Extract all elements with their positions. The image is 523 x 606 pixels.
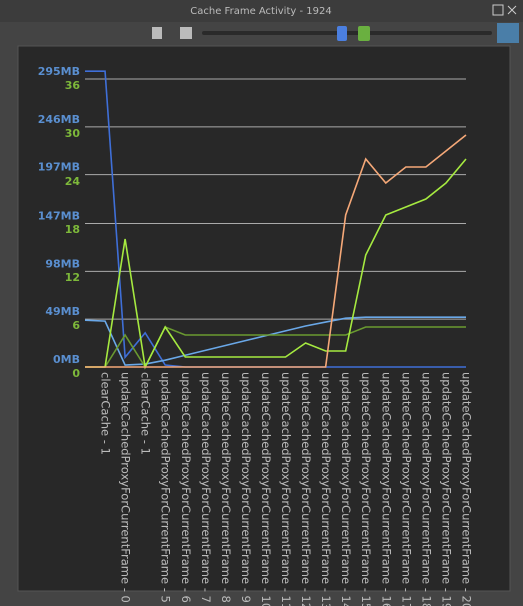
series-line bbox=[84, 316, 466, 366]
close-button[interactable] bbox=[507, 5, 517, 15]
x-tick-label: clearCache - 1 bbox=[139, 372, 153, 455]
slider-handle[interactable] bbox=[358, 26, 370, 41]
x-tick-label: updateCachedProxyForCurrentFrame - 13 bbox=[319, 372, 333, 606]
y2-tick-label: 0 bbox=[72, 367, 80, 380]
save-icon[interactable] bbox=[180, 27, 192, 39]
x-tick-label: updateCachedProxyForCurrentFrame - 11 bbox=[279, 372, 293, 606]
x-tick-label: updateCachedProxyForCurrentFrame - 16 bbox=[379, 372, 393, 606]
y-tick-label: 246MB bbox=[38, 113, 80, 126]
window-title: Cache Frame Activity - 1924 bbox=[190, 6, 331, 17]
x-tick-label: updateCachedProxyForCurrentFrame - 14 bbox=[339, 372, 353, 606]
y2-tick-label: 18 bbox=[65, 223, 80, 236]
y2-tick-label: 12 bbox=[65, 271, 80, 284]
x-tick-label: updateCachedProxyForCurrentFrame - 15 bbox=[359, 372, 373, 606]
series-line bbox=[85, 158, 467, 370]
x-tick-label: updateCachedProxyForCurrentFrame - 12 bbox=[299, 372, 313, 606]
y2-tick-label: 6 bbox=[72, 319, 80, 332]
x-tick-label: clearCache - 1 bbox=[99, 372, 113, 455]
series-line bbox=[85, 134, 467, 368]
y-tick-label: 98MB bbox=[45, 257, 80, 270]
x-tick-label: updateCachedProxyForCurrentFrame - 20 bbox=[460, 372, 474, 606]
y-tick-label: 295MB bbox=[38, 65, 80, 78]
x-tick-label: updateCachedProxyForCurrentFrame - 19 bbox=[439, 372, 453, 606]
y-tick-label: 197MB bbox=[38, 161, 80, 174]
x-tick-label: updateCachedProxyForCurrentFrame - 8 bbox=[219, 372, 233, 603]
slider-handle[interactable] bbox=[337, 26, 347, 41]
title-bar bbox=[0, 0, 523, 22]
x-tick-label: updateCachedProxyForCurrentFrame - 17 bbox=[399, 372, 413, 606]
x-tick-label: updateCachedProxyForCurrentFrame - 18 bbox=[419, 372, 433, 606]
y2-tick-label: 30 bbox=[65, 127, 81, 140]
delete-icon[interactable] bbox=[152, 27, 162, 39]
y2-tick-label: 36 bbox=[65, 79, 81, 92]
chart-area bbox=[17, 45, 511, 592]
restore-button[interactable] bbox=[492, 4, 504, 16]
frame-button[interactable] bbox=[497, 23, 519, 43]
y2-tick-label: 24 bbox=[65, 175, 81, 188]
y-tick-label: 49MB bbox=[45, 305, 80, 318]
x-tick-label: updateCachedProxyForCurrentFrame - 10 bbox=[259, 372, 273, 606]
x-tick-label: updateCachedProxyForCurrentFrame - 0 bbox=[119, 372, 133, 603]
y-tick-label: 147MB bbox=[38, 209, 80, 222]
x-tick-label: updateCachedProxyForCurrentFrame - 6 bbox=[179, 372, 193, 603]
y-tick-label: 0MB bbox=[53, 353, 80, 366]
x-tick-label: updateCachedProxyForCurrentFrame - 9 bbox=[239, 372, 253, 603]
x-tick-label: updateCachedProxyForCurrentFrame - 7 bbox=[199, 372, 213, 603]
x-tick-label: updateCachedProxyForCurrentFrame - 5 bbox=[159, 372, 173, 603]
